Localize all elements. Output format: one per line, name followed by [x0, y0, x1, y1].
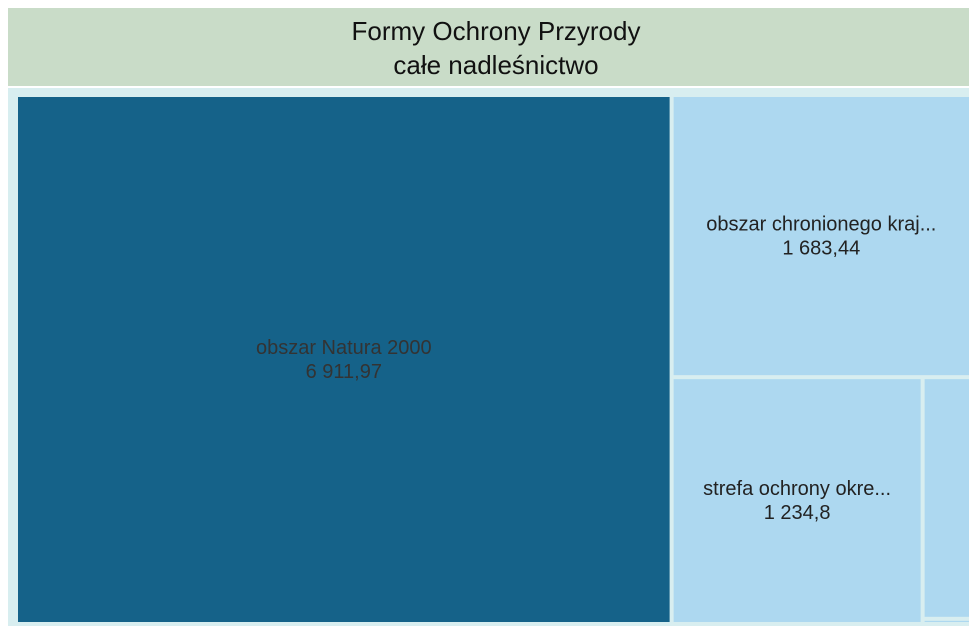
- cell-value: 1 234,8: [764, 502, 831, 524]
- treemap-cell: [673, 97, 969, 376]
- treemap-cell: [18, 97, 670, 622]
- chart-title: Formy Ochrony Przyrody: [352, 16, 641, 46]
- cell-label: strefa ochrony okre...: [703, 478, 891, 500]
- cell-label: obszar chronionego kraj...: [706, 213, 936, 235]
- header-bar: [8, 8, 969, 86]
- treemap-cell: [924, 379, 969, 617]
- chart-subtitle: całe nadleśnictwo: [393, 50, 598, 80]
- treemap-cell: [673, 379, 921, 622]
- cell-label: obszar Natura 2000: [256, 337, 432, 359]
- cell-value: 6 911,97: [306, 361, 382, 383]
- treemap-cell: [924, 620, 969, 622]
- cell-value: 1 683,44: [782, 237, 860, 259]
